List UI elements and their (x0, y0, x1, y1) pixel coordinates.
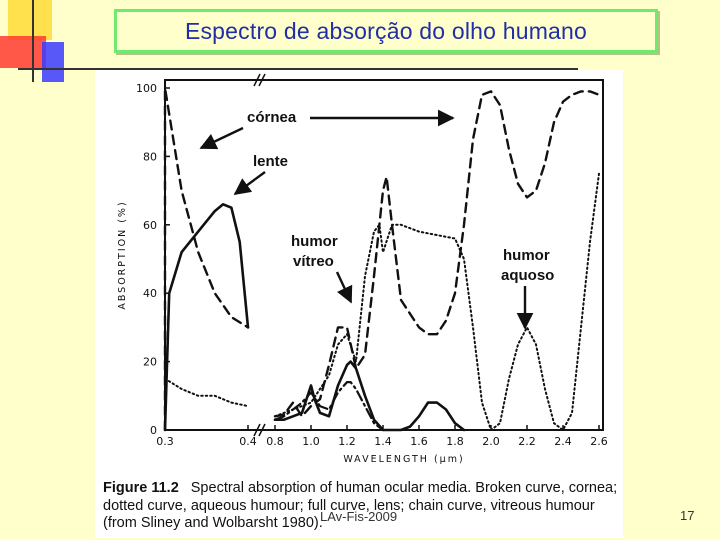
x-tick-label: 1.0 (302, 435, 320, 448)
y-tick-label: 40 (143, 287, 157, 300)
x-tick-label: 1.8 (446, 435, 464, 448)
x-axis-title: WAVELENGTH (μm) (343, 454, 464, 465)
annotation-cornea-label: córnea (247, 109, 297, 126)
slide-footer: LAv-Fis-2009 (320, 509, 398, 524)
slide-title-box: Espectro de absorção do olho humano (114, 9, 658, 53)
x-tick-label: 2.4 (554, 435, 572, 448)
annotation-vitreo-label-2: vítreo (293, 253, 334, 270)
series-broken-curve (163, 86, 601, 432)
axis-break-mark-bottom (253, 423, 266, 437)
x-tick-label: 2.6 (590, 435, 608, 448)
x-tick-label: 1.6 (410, 435, 428, 448)
series-chain-curve (273, 381, 385, 432)
x-tick-label: 0.8 (266, 435, 284, 448)
series-dotted-curve (164, 172, 600, 431)
x-tick-label: 1.4 (374, 435, 392, 448)
y-tick-label: 20 (143, 356, 157, 369)
page-number: 17 (680, 508, 695, 523)
annotation-aquoso-label-2: aquoso (501, 267, 554, 284)
decor-vertical-line (32, 0, 34, 82)
chart-curves (163, 86, 601, 432)
figure-caption: Figure 11.2 Spectral absorption of human … (103, 480, 621, 533)
annotation-aquoso-label-1: humor (503, 247, 550, 264)
annotation-lente-label: lente (253, 153, 288, 170)
y-tick-label: 80 (143, 150, 157, 163)
x-tick-label: 1.2 (338, 435, 356, 448)
absorption-chart: 0 20 40 60 80 100 0.3 0.4 0.8 1.0 1.2 1.4 1.6 1.8 2.0 2… (117, 73, 608, 465)
caption-label: Figure 11.2 (103, 480, 179, 496)
y-tick-label: 100 (136, 82, 157, 95)
y-tick-label: 0 (150, 424, 157, 437)
annotation-vitreo-label-1: humor (291, 233, 338, 250)
x-tick-label: 2.2 (518, 435, 536, 448)
y-axis-title: ABSORPTION (%) (117, 200, 128, 309)
annotation-cornea-arrow-left (199, 126, 244, 150)
y-tick-label: 60 (143, 219, 157, 232)
annotation-vitreo-arrow (335, 271, 353, 304)
x-tick-label: 2.0 (482, 435, 500, 448)
x-tick-label: 0.3 (156, 435, 174, 448)
axis-break-mark-top (253, 73, 266, 87)
decor-red-square (0, 36, 46, 68)
figure-panel: 0 20 40 60 80 100 0.3 0.4 0.8 1.0 1.2 1.4 1.6 1.8 2.0 2… (95, 70, 623, 538)
x-tick-label: 0.4 (239, 435, 257, 448)
chart-annotations: córnea lente humor vítreo humor aquoso (199, 109, 554, 330)
annotation-lente-arrow (233, 171, 266, 195)
decor-blue-square (42, 42, 64, 82)
caption-text: Spectral absorption of human ocular medi… (103, 480, 618, 531)
slide-title: Espectro de absorção do olho humano (184, 17, 588, 44)
decor-horizontal-line (18, 68, 578, 70)
chart-labels: 0 20 40 60 80 100 0.3 0.4 0.8 1.0 1.2 1.4 1.6 1.8 2.0 2… (117, 82, 608, 465)
decor-yellow-square (8, 0, 52, 40)
